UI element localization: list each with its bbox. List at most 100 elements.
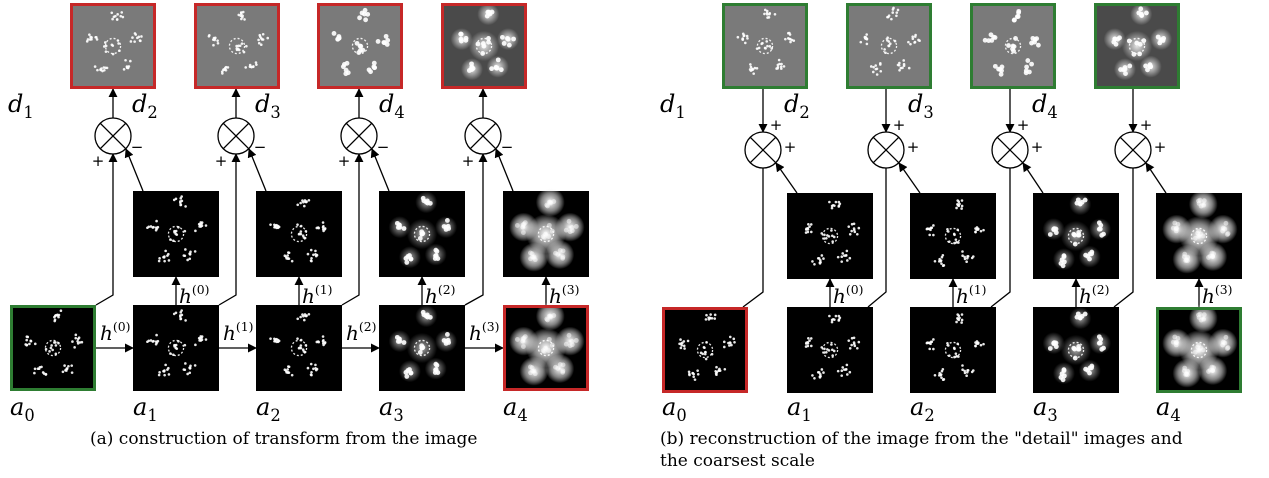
b-approx-image-a4 <box>1156 303 1242 393</box>
line-a3-to-otimes <box>464 153 488 306</box>
b-line-otimes-2-to-a1 <box>867 168 887 308</box>
otimes-1 <box>94 117 132 155</box>
b-detail-image-d3 <box>970 3 1056 89</box>
b-blurred-image-h1 <box>910 193 996 279</box>
b-label-h-vert-3: h(3) <box>1202 282 1232 308</box>
label-a2: a2 <box>256 393 281 425</box>
detail-image-d1 <box>70 3 156 89</box>
label-d1: d1 <box>8 90 34 122</box>
label-d4: d4 <box>379 90 405 122</box>
b-plus-top-4: + <box>1140 116 1153 134</box>
b-blurred-image-h2 <box>1033 193 1119 279</box>
b-label-h-vert-0: h(0) <box>833 282 863 308</box>
arrow-blur-to-otimes-1 <box>247 148 267 192</box>
line-a1-to-otimes <box>218 153 241 306</box>
label-h-horiz-1: h(1) <box>223 319 253 345</box>
detail-image-d3 <box>317 3 403 89</box>
b-plus-right-1: + <box>784 138 797 156</box>
b-detail-image-d2 <box>846 3 932 89</box>
b-label-h-vert-1: h(1) <box>956 282 986 308</box>
label-a4: a4 <box>503 393 528 425</box>
b-plus-top-3: + <box>1017 116 1030 134</box>
b-otimes-4 <box>1114 131 1152 169</box>
b-plus-top-1: + <box>770 116 783 134</box>
b-arrow-blur-to-otimes-2 <box>1022 162 1044 194</box>
blurred-image-h1 <box>256 191 342 277</box>
b-line-otimes-3-to-a2 <box>990 168 1011 308</box>
approx-image-a1 <box>133 305 219 391</box>
arrow-blur-to-otimes-3 <box>494 148 514 192</box>
plus-sign-2: + <box>215 152 228 170</box>
b-label-d2: d2 <box>784 90 810 122</box>
detail-image-d2 <box>194 3 280 89</box>
b-arrow-blur-to-otimes-3 <box>1145 162 1167 194</box>
b-blurred-image-h3 <box>1156 189 1242 279</box>
label-a1: a1 <box>133 393 158 425</box>
b-label-a3: a3 <box>1033 393 1058 425</box>
b-approx-image-a2 <box>910 307 996 393</box>
blurred-image-h3 <box>503 187 589 277</box>
b-otimes-3 <box>991 131 1029 169</box>
label-h-vert-0: h(0) <box>179 282 209 308</box>
b-plus-right-4: + <box>1154 138 1167 156</box>
label-a0: a0 <box>10 393 35 425</box>
caption-panel-a: (a) construction of transform from the i… <box>90 429 478 449</box>
label-h-vert-3: h(3) <box>549 282 579 308</box>
approx-image-a4 <box>503 301 589 391</box>
line-a2-to-otimes <box>341 153 364 306</box>
label-d3: d3 <box>255 90 281 122</box>
b-line-otimes-4-to-a3 <box>1113 168 1134 308</box>
label-h-vert-2: h(2) <box>425 282 455 308</box>
b-approx-image-a0 <box>662 307 748 393</box>
b-blurred-image-h0 <box>787 193 873 279</box>
b-otimes-1 <box>744 131 782 169</box>
caption-panel-b-line2: the coarsest scale <box>660 451 815 471</box>
b-plus-right-3: + <box>1031 138 1044 156</box>
b-label-d1: d1 <box>660 90 686 122</box>
caption-panel-b-line1: (b) reconstruction of the image from the… <box>660 429 1183 449</box>
minus-sign-3: − <box>377 138 390 156</box>
b-label-a1: a1 <box>787 393 812 425</box>
b-label-a0: a0 <box>662 393 687 425</box>
b-arrow-blur-to-otimes-0 <box>775 162 798 194</box>
b-plus-top-2: + <box>893 116 906 134</box>
approx-image-a0 <box>10 305 96 391</box>
b-label-a4: a4 <box>1156 393 1181 425</box>
minus-sign-2: − <box>254 138 267 156</box>
blurred-image-h0 <box>133 191 219 277</box>
line-a0-to-otimes <box>95 153 118 306</box>
otimes-4 <box>464 117 502 155</box>
label-a3: a3 <box>379 393 404 425</box>
b-label-a2: a2 <box>910 393 935 425</box>
plus-sign-1: + <box>92 152 105 170</box>
minus-sign-4: − <box>501 138 514 156</box>
b-otimes-2 <box>867 131 905 169</box>
label-h-horiz-0: h(0) <box>100 319 130 345</box>
b-approx-image-a1 <box>787 307 873 393</box>
blurred-image-h2 <box>379 191 465 277</box>
plus-sign-4: + <box>462 152 475 170</box>
label-h-horiz-2: h(2) <box>346 319 376 345</box>
label-h-vert-1: h(1) <box>302 282 332 308</box>
minus-sign-1: − <box>131 138 144 156</box>
label-d2: d2 <box>132 90 158 122</box>
approx-image-a3 <box>379 305 465 391</box>
b-line-otimes-1-to-a0 <box>742 168 764 308</box>
detail-image-d4 <box>441 3 527 89</box>
b-approx-image-a3 <box>1033 307 1119 393</box>
arrow-blur-to-otimes-2 <box>370 148 390 192</box>
b-label-h-vert-2: h(2) <box>1079 282 1109 308</box>
otimes-3 <box>340 117 378 155</box>
b-arrow-blur-to-otimes-1 <box>898 162 921 194</box>
b-label-d4: d4 <box>1032 90 1058 122</box>
otimes-2 <box>217 117 255 155</box>
b-detail-image-d1 <box>722 3 808 89</box>
label-h-horiz-3: h(3) <box>469 319 499 345</box>
arrow-blur-to-otimes-0 <box>124 148 144 192</box>
plus-sign-3: + <box>338 152 351 170</box>
b-detail-image-d4 <box>1094 3 1180 89</box>
b-plus-right-2: + <box>907 138 920 156</box>
b-label-d3: d3 <box>908 90 934 122</box>
approx-image-a2 <box>256 305 342 391</box>
